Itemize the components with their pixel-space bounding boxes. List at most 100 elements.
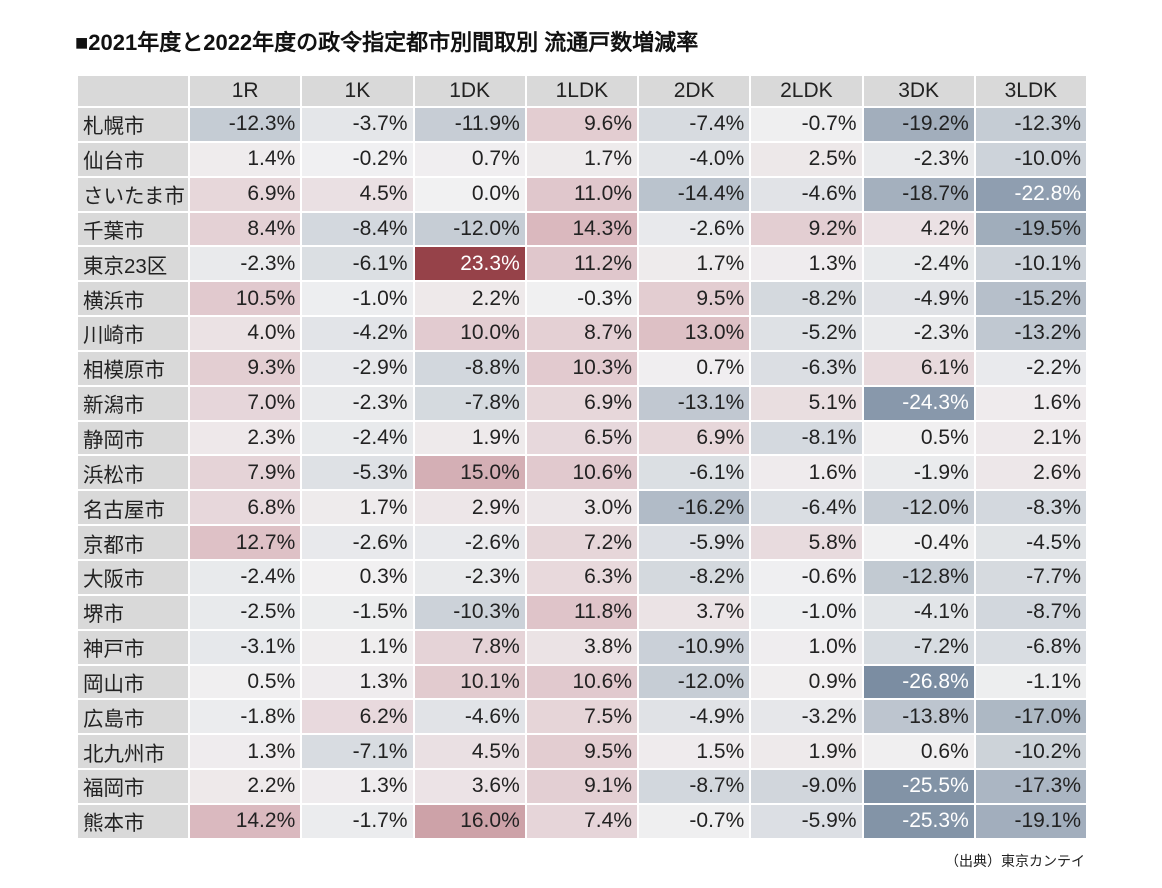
heatmap-cell: -4.2% — [302, 317, 413, 350]
column-header-1r: 1R — [190, 76, 301, 106]
heatmap-cell: -15.2% — [975, 282, 1086, 316]
heatmap-cell: -2.3% — [190, 247, 301, 281]
column-header-3dk: 3DK — [863, 76, 974, 106]
heatmap-cell: -2.3% — [863, 142, 974, 176]
heatmap-cell: -4.6% — [414, 700, 525, 734]
heatmap-cell: 1.9% — [414, 421, 525, 455]
row-label: 相模原市 — [78, 351, 188, 385]
heatmap-cell: -3.2% — [751, 700, 862, 734]
heatmap-cell: 14.2% — [190, 804, 301, 838]
heatmap-cell: -5.3% — [302, 456, 413, 490]
heatmap-cell: -1.8% — [190, 700, 301, 734]
heatmap-cell: -2.2% — [975, 351, 1086, 385]
heatmap-cell: -5.2% — [751, 317, 862, 350]
row-label: 熊本市 — [78, 804, 188, 838]
heatmap-cell: -25.5% — [863, 770, 974, 803]
heatmap-cell: -0.4% — [863, 526, 974, 559]
row-label: 名古屋市 — [78, 491, 188, 525]
heatmap-cell: -4.9% — [639, 700, 750, 734]
heatmap-cell: -10.3% — [414, 595, 525, 629]
heatmap-cell: -13.8% — [863, 700, 974, 734]
heatmap-cell: 2.5% — [751, 142, 862, 176]
heatmap-cell: -18.7% — [863, 177, 974, 211]
heatmap-cell: 8.7% — [526, 317, 637, 350]
row-label: 北九州市 — [78, 735, 188, 769]
heatmap-cell: 6.9% — [190, 177, 301, 211]
heatmap-cell: 11.2% — [526, 247, 637, 281]
column-header-1k: 1K — [302, 76, 413, 106]
heatmap-cell: 4.5% — [414, 735, 525, 769]
heatmap-cell: 10.0% — [414, 317, 525, 350]
row-label: 京都市 — [78, 526, 188, 559]
heatmap-cell: -9.0% — [751, 770, 862, 803]
row-label: 静岡市 — [78, 421, 188, 455]
heatmap-cell: 1.6% — [751, 456, 862, 490]
heatmap-cell: -2.3% — [302, 386, 413, 420]
heatmap-cell: 10.3% — [526, 351, 637, 385]
chart-title: ■2021年度と2022年度の政令指定都市別間取別 流通戸数増減率 — [75, 30, 699, 55]
heatmap-cell: -16.2% — [639, 491, 750, 525]
row-label: 仙台市 — [78, 142, 188, 176]
heatmap-cell: 1.4% — [190, 142, 301, 176]
heatmap-cell: -8.1% — [751, 421, 862, 455]
heatmap-cell: -0.7% — [751, 108, 862, 141]
heatmap-cell: -1.7% — [302, 804, 413, 838]
heatmap-cell: 6.9% — [639, 421, 750, 455]
row-label: 神戸市 — [78, 630, 188, 664]
heatmap-cell: -2.3% — [863, 317, 974, 350]
heatmap-cell: 9.1% — [526, 770, 637, 803]
heatmap-cell: -12.0% — [639, 665, 750, 699]
row-label: さいたま市 — [78, 177, 188, 211]
heatmap-cell: -26.8% — [863, 665, 974, 699]
heatmap-cell: -0.6% — [751, 560, 862, 594]
heatmap-cell: -7.8% — [414, 386, 525, 420]
heatmap-cell: -7.4% — [639, 108, 750, 141]
heatmap-cell: 7.8% — [414, 630, 525, 664]
heatmap-cell: -17.3% — [975, 770, 1086, 803]
heatmap-cell: 5.8% — [751, 526, 862, 559]
heatmap-cell: 0.3% — [302, 560, 413, 594]
heatmap-cell: 3.6% — [414, 770, 525, 803]
heatmap-cell: 6.2% — [302, 700, 413, 734]
heatmap-cell: 7.4% — [526, 804, 637, 838]
heatmap-cell: -11.9% — [414, 108, 525, 141]
heatmap-cell: -3.1% — [190, 630, 301, 664]
heatmap-cell: 10.6% — [526, 665, 637, 699]
heatmap-cell: -8.7% — [639, 770, 750, 803]
heatmap-cell: -2.3% — [414, 560, 525, 594]
heatmap-cell: -8.8% — [414, 351, 525, 385]
heatmap-cell: -10.1% — [975, 247, 1086, 281]
heatmap-cell: 12.7% — [190, 526, 301, 559]
heatmap-cell: -2.6% — [639, 212, 750, 246]
heatmap-cell: 6.5% — [526, 421, 637, 455]
heatmap-cell: -19.1% — [975, 804, 1086, 838]
heatmap-cell: -10.2% — [975, 735, 1086, 769]
heatmap-cell: 9.5% — [639, 282, 750, 316]
heatmap-cell: -1.9% — [863, 456, 974, 490]
heatmap-cell: -4.1% — [863, 595, 974, 629]
row-label: 岡山市 — [78, 665, 188, 699]
heatmap-cell: 10.5% — [190, 282, 301, 316]
heatmap-cell: 1.3% — [302, 665, 413, 699]
heatmap-cell: -1.0% — [751, 595, 862, 629]
heatmap-cell: -4.5% — [975, 526, 1086, 559]
heatmap-cell: 0.5% — [863, 421, 974, 455]
column-header-3ldk: 3LDK — [975, 76, 1086, 106]
heatmap-cell: 15.0% — [414, 456, 525, 490]
row-label: 東京23区 — [78, 247, 188, 281]
heatmap-cell: -6.1% — [302, 247, 413, 281]
heatmap-cell: 0.9% — [751, 665, 862, 699]
heatmap-cell: 9.2% — [751, 212, 862, 246]
heatmap-cell: -0.2% — [302, 142, 413, 176]
heatmap-cell: 7.0% — [190, 386, 301, 420]
heatmap-cell: -13.1% — [639, 386, 750, 420]
heatmap-cell: 2.1% — [975, 421, 1086, 455]
heatmap-cell: -5.9% — [751, 804, 862, 838]
heatmap-cell: 1.6% — [975, 386, 1086, 420]
heatmap-cell: -1.0% — [302, 282, 413, 316]
heatmap-cell: -10.0% — [975, 142, 1086, 176]
heatmap-cell: -12.3% — [975, 108, 1086, 141]
heatmap-cell: -17.0% — [975, 700, 1086, 734]
heatmap-cell: 1.1% — [302, 630, 413, 664]
row-label: 札幌市 — [78, 108, 188, 141]
